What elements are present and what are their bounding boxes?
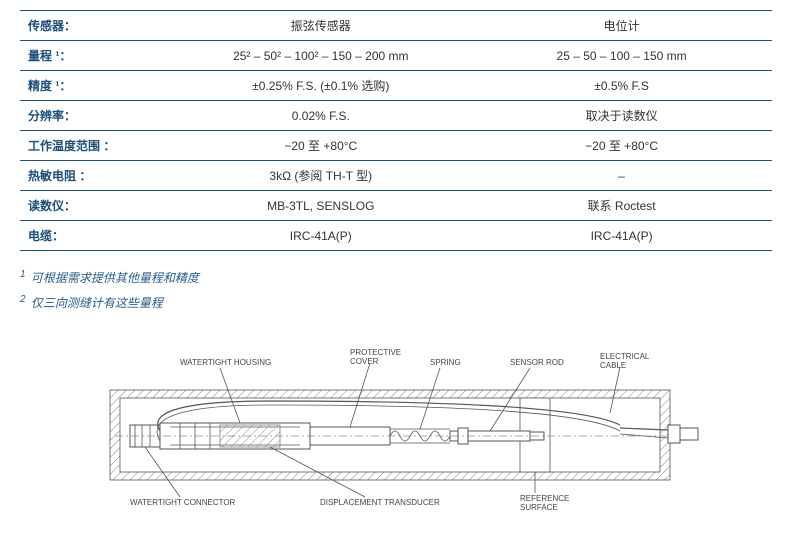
col-header-sensor: 传感器： [20, 11, 170, 41]
row-val-2: −20 至 +80°C [471, 131, 772, 161]
footnotes: 1 可根据需求提供其他量程和精度 2 仅三向测缝计有这些量程 [20, 265, 772, 315]
col-header-2: 电位计 [471, 11, 772, 41]
row-label: 热敏电阻 ： [20, 161, 170, 191]
row-label: 工作温度范围 ： [20, 131, 170, 161]
svg-text:SURFACE: SURFACE [520, 503, 558, 512]
label-protective-cover: PROTECTIVE [350, 348, 401, 357]
row-val-1: 25² – 50² – 100² – 150 – 200 mm [170, 41, 471, 71]
row-val-2: IRC-41A(P) [471, 221, 772, 251]
sensor-diagram: WATERTIGHT HOUSING PROTECTIVECOVER SPRIN… [20, 335, 772, 515]
footnote-1: 1 可根据需求提供其他量程和精度 [20, 265, 772, 290]
row-val-2: 25 – 50 – 100 – 150 mm [471, 41, 772, 71]
label-displacement-transducer: DISPLACEMENT TRANSDUCER [320, 498, 440, 507]
row-val-1: −20 至 +80°C [170, 131, 471, 161]
label-watertight-housing: WATERTIGHT HOUSING [180, 358, 271, 367]
row-val-1: 3kΩ (参阅 TH-T 型) [170, 161, 471, 191]
row-label: 分辨率： [20, 101, 170, 131]
label-watertight-connector: WATERTIGHT CONNECTOR [130, 498, 236, 507]
row-val-2: – [471, 161, 772, 191]
row-val-2: 联系 Roctest [471, 191, 772, 221]
spec-table: 传感器：振弦传感器电位计量程 ¹：25² – 50² – 100² – 150 … [20, 10, 772, 251]
row-label: 读数仪： [20, 191, 170, 221]
row-val-1: 0.02% F.S. [170, 101, 471, 131]
row-label: 量程 ¹： [20, 41, 170, 71]
label-sensor-rod: SENSOR ROD [510, 358, 564, 367]
svg-text:COVER: COVER [350, 357, 379, 366]
label-reference-surface: REFERENCE [520, 494, 569, 503]
row-label: 精度 ¹： [20, 71, 170, 101]
row-val-2: 取决于读数仪 [471, 101, 772, 131]
col-header-1: 振弦传感器 [170, 11, 471, 41]
svg-text:CABLE: CABLE [600, 361, 626, 370]
row-val-1: IRC-41A(P) [170, 221, 471, 251]
row-val-2: ±0.5% F.S [471, 71, 772, 101]
row-val-1: MB-3TL, SENSLOG [170, 191, 471, 221]
footnote-2: 2 仅三向测缝计有这些量程 [20, 290, 772, 315]
label-electrical-cable: ELECTRICAL [600, 352, 650, 361]
label-spring: SPRING [430, 358, 461, 367]
row-label: 电缆： [20, 221, 170, 251]
row-val-1: ±0.25% F.S. (±0.1% 选购) [170, 71, 471, 101]
